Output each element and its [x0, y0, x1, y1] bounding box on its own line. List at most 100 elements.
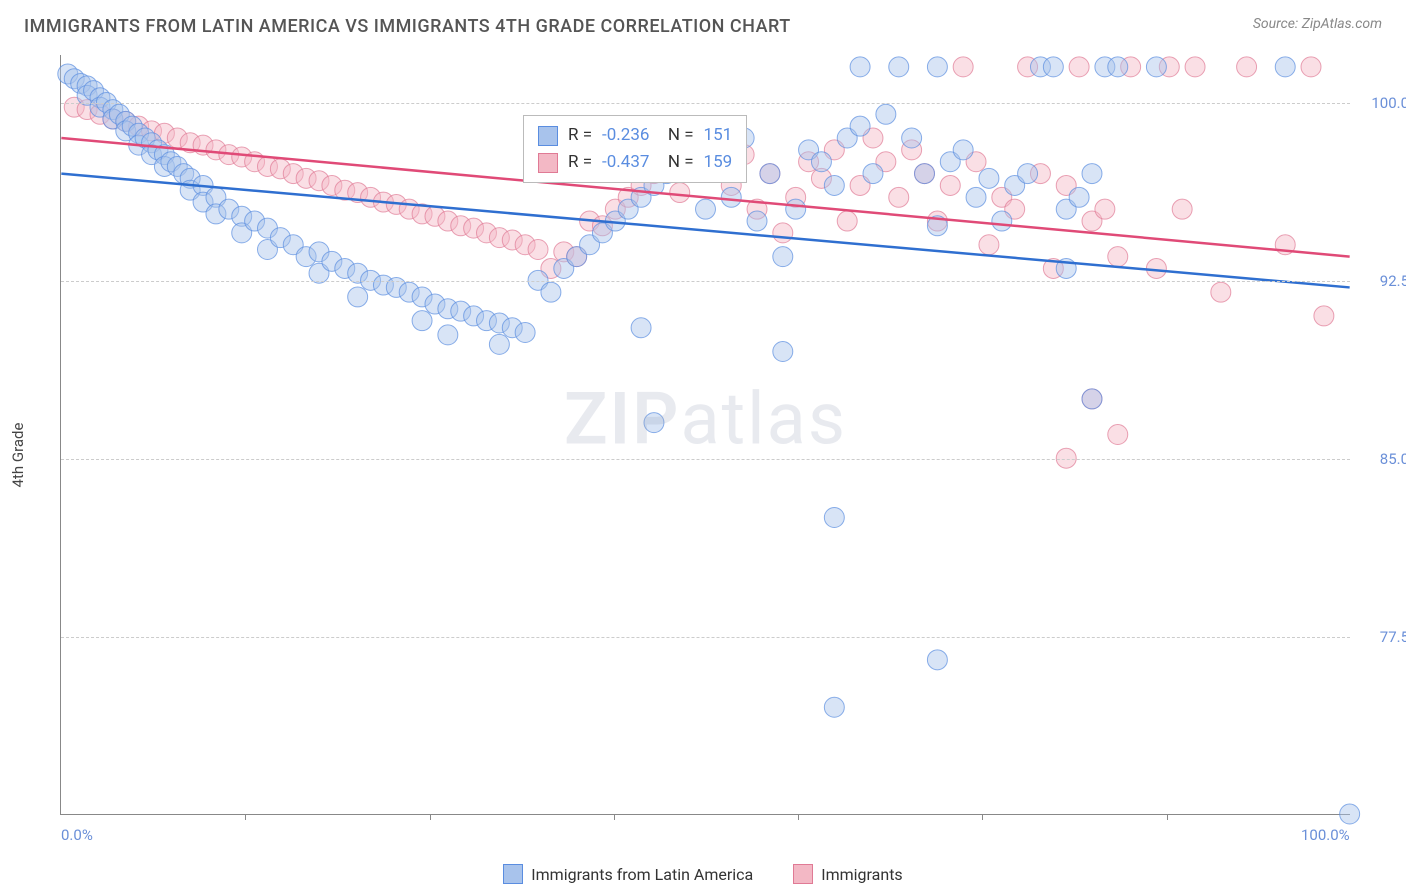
scatter-point: [773, 341, 793, 361]
scatter-point: [438, 325, 458, 345]
source-label: Source: ZipAtlas.com: [1253, 16, 1382, 32]
r-value-1: -0.236: [602, 122, 649, 149]
r-value-2: -0.437: [602, 149, 649, 176]
scatter-point: [850, 116, 870, 136]
scatter-point: [696, 199, 716, 219]
scatter-point: [670, 183, 690, 203]
gridline-h: [61, 459, 1350, 460]
scatter-point: [1146, 258, 1166, 278]
scatter-point: [966, 187, 986, 207]
gridline-h: [61, 637, 1350, 638]
y-tick-label: 77.5%: [1380, 628, 1406, 646]
scatter-point: [889, 57, 909, 77]
x-tick-mark: [798, 814, 799, 820]
scatter-point: [1108, 57, 1128, 77]
x-tick-mark: [245, 814, 246, 820]
scatter-point: [902, 128, 922, 148]
scatter-point: [773, 223, 793, 243]
scatter-point: [489, 334, 509, 354]
legend-label-2: Immigrants: [821, 865, 902, 884]
scatter-point: [412, 311, 432, 331]
stats-row-1: R = -0.236 N = 151: [538, 122, 732, 149]
chart-container: IMMIGRANTS FROM LATIN AMERICA VS IMMIGRA…: [0, 0, 1406, 892]
scatter-point: [1082, 389, 1102, 409]
y-axis-label: 4th Grade: [9, 423, 27, 488]
scatter-point: [876, 104, 896, 124]
series-swatch-1: [538, 126, 558, 146]
y-tick-label: 85.0%: [1380, 450, 1406, 468]
scatter-point: [721, 187, 741, 207]
scatter-point: [953, 140, 973, 160]
bottom-legend: Immigrants from Latin America Immigrants: [0, 864, 1406, 884]
scatter-point: [644, 413, 664, 433]
x-tick-mark: [1167, 814, 1168, 820]
scatter-point: [850, 57, 870, 77]
scatter-point: [1237, 57, 1257, 77]
chart-title: IMMIGRANTS FROM LATIN AMERICA VS IMMIGRA…: [24, 16, 791, 37]
scatter-point: [1172, 199, 1192, 219]
plot-area: ZIPatlas R = -0.236 N = 151 R = -0.437 N…: [60, 55, 1350, 815]
legend-swatch-2: [793, 864, 813, 884]
scatter-point: [631, 318, 651, 338]
scatter-point: [824, 175, 844, 195]
scatter-point: [1108, 247, 1128, 267]
legend-label-1: Immigrants from Latin America: [531, 865, 753, 884]
x-tick-mark: [982, 814, 983, 820]
scatter-point: [927, 650, 947, 670]
scatter-point: [786, 199, 806, 219]
n-label: N =: [659, 122, 693, 149]
scatter-point: [1185, 57, 1205, 77]
scatter-point: [915, 164, 935, 184]
scatter-point: [1082, 164, 1102, 184]
scatter-point: [773, 247, 793, 267]
scatter-point: [927, 57, 947, 77]
y-tick-label: 92.5%: [1380, 272, 1406, 290]
stats-legend-box: R = -0.236 N = 151 R = -0.437 N = 159: [523, 115, 747, 183]
scatter-point: [348, 287, 368, 307]
scatter-point: [979, 235, 999, 255]
r-label: R =: [568, 122, 592, 149]
stats-row-2: R = -0.437 N = 159: [538, 149, 732, 176]
scatter-point: [992, 211, 1012, 231]
scatter-point: [837, 211, 857, 231]
scatter-point: [1095, 199, 1115, 219]
r-label: R =: [568, 149, 592, 176]
scatter-point: [528, 240, 548, 260]
n-value-1: 151: [704, 122, 733, 149]
scatter-point: [940, 175, 960, 195]
scatter-point: [747, 211, 767, 231]
scatter-point: [863, 164, 883, 184]
gridline-h: [61, 103, 1350, 104]
title-row: IMMIGRANTS FROM LATIN AMERICA VS IMMIGRA…: [0, 0, 1406, 45]
scatter-point: [889, 187, 909, 207]
scatter-point: [1340, 804, 1360, 824]
scatter-point: [979, 168, 999, 188]
scatter-point: [541, 282, 561, 302]
scatter-point: [824, 697, 844, 717]
scatter-point: [1301, 57, 1321, 77]
n-value-2: 159: [704, 149, 733, 176]
legend-item-1: Immigrants from Latin America: [503, 864, 753, 884]
scatter-point: [760, 164, 780, 184]
legend-item-2: Immigrants: [793, 864, 902, 884]
scatter-point: [811, 152, 831, 172]
scatter-point: [1108, 425, 1128, 445]
scatter-point: [1275, 57, 1295, 77]
x-tick-mark: [614, 814, 615, 820]
scatter-point: [1043, 57, 1063, 77]
y-tick-label: 100.0%: [1371, 94, 1406, 112]
legend-swatch-1: [503, 864, 523, 884]
scatter-point: [824, 508, 844, 528]
scatter-point: [1069, 187, 1089, 207]
scatter-point: [515, 323, 535, 343]
x-tick-label: 0.0%: [61, 826, 93, 844]
x-tick-label: 100.0%: [1301, 826, 1350, 844]
x-tick-mark: [430, 814, 431, 820]
gridline-h: [61, 281, 1350, 282]
scatter-point: [1146, 57, 1166, 77]
n-label: N =: [659, 149, 693, 176]
scatter-point: [953, 57, 973, 77]
scatter-point: [1314, 306, 1334, 326]
scatter-point: [1018, 164, 1038, 184]
scatter-point: [1211, 282, 1231, 302]
